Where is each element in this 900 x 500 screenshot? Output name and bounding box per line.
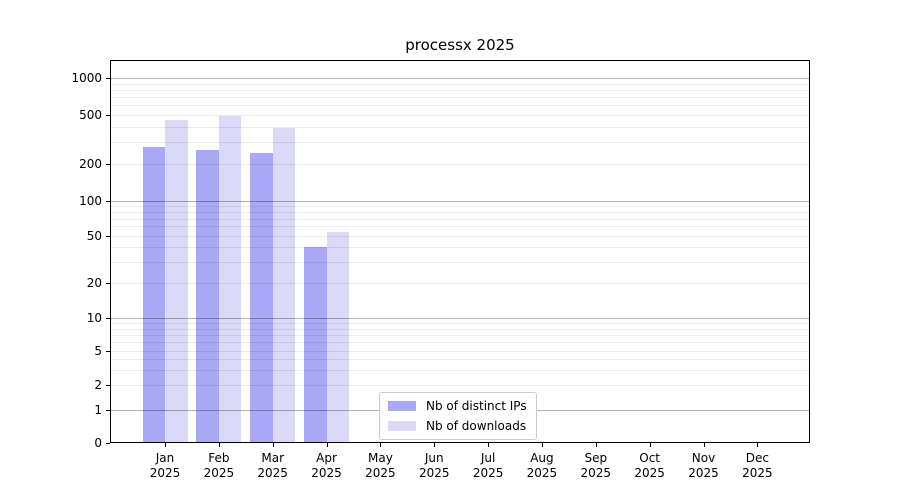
x-tick-label: Aug 2025 <box>526 451 558 480</box>
y-tick-label: 500 <box>79 108 102 122</box>
gridline-minor <box>110 206 810 208</box>
x-tick-mark <box>434 443 436 447</box>
gridline-minor <box>110 369 810 371</box>
x-tick-label: Apr 2025 <box>311 451 342 480</box>
x-tick-mark <box>218 443 220 447</box>
bars-layer <box>110 60 810 443</box>
gridline-minor <box>110 342 810 344</box>
gridline-minor <box>110 115 810 116</box>
y-tick-mark <box>106 409 110 411</box>
bar-downloads-feb <box>218 116 242 443</box>
plot-area: Nb of distinct IPs Nb of downloads <box>110 60 810 443</box>
x-tick-label: Dec 2025 <box>742 451 773 480</box>
gridline-minor <box>110 247 810 249</box>
legend-label-downloads: Nb of downloads <box>426 419 527 433</box>
bar-distinct-ips-feb <box>196 149 219 443</box>
bar-downloads-jan <box>165 120 188 443</box>
y-tick-label: 0 <box>94 436 102 450</box>
y-tick-label: 1000 <box>71 71 102 85</box>
x-tick-mark <box>703 443 705 447</box>
y-tick-mark <box>106 318 110 319</box>
chart-title: processx 2025 <box>405 36 515 54</box>
gridline-minor <box>110 212 810 214</box>
x-tick-mark <box>165 443 166 447</box>
x-tick-mark <box>757 443 759 447</box>
y-tick-mark <box>106 78 110 79</box>
gridline-minor <box>110 89 810 91</box>
legend-swatch-downloads-icon <box>388 421 416 431</box>
x-tick-mark <box>380 443 382 447</box>
y-tick-label: 10 <box>86 311 102 325</box>
x-tick-label: Mar 2025 <box>257 451 288 480</box>
gridline-minor <box>110 164 810 165</box>
x-tick-label: Nov 2025 <box>688 451 719 480</box>
gridline-minor <box>110 126 810 128</box>
gridline-minor <box>110 235 810 237</box>
x-tick-mark <box>649 443 651 447</box>
x-tick-label: Jan 2025 <box>149 451 181 480</box>
gridline-minor <box>110 385 810 386</box>
gridline-minor <box>110 105 810 107</box>
y-tick-mark <box>106 283 110 284</box>
legend-label-distinct-ips: Nb of distinct IPs <box>426 399 527 413</box>
x-tick-label: Oct 2025 <box>634 451 665 480</box>
gridline-major <box>110 78 810 79</box>
y-tick-label: 100 <box>79 194 102 208</box>
bar-distinct-ips-mar <box>250 152 273 443</box>
gridline-minor <box>110 334 810 336</box>
y-tick-label: 20 <box>86 276 102 290</box>
bar-downloads-apr <box>326 231 350 443</box>
y-tick-mark <box>106 351 110 352</box>
y-tick-mark <box>106 115 110 116</box>
x-tick-label: Feb 2025 <box>203 451 235 480</box>
y-tick-mark <box>106 443 110 444</box>
x-tick-mark <box>488 443 490 447</box>
legend-item-distinct-ips: Nb of distinct IPs <box>388 399 527 413</box>
y-tick-mark <box>106 164 110 165</box>
x-tick-label: Jun 2025 <box>418 451 450 480</box>
gridline-minor <box>110 359 810 361</box>
bar-distinct-ips-jan <box>142 147 165 443</box>
gridline-minor <box>110 218 810 220</box>
y-tick-mark <box>106 201 110 202</box>
gridline-minor <box>110 283 810 284</box>
y-tick-label: 50 <box>86 228 102 243</box>
x-tick-mark <box>541 443 543 447</box>
gridline-major <box>110 201 810 202</box>
y-tick-label: 2 <box>94 378 102 392</box>
gridline-minor <box>110 323 810 325</box>
gridline-minor <box>110 142 810 144</box>
legend-item-downloads: Nb of downloads <box>388 419 527 433</box>
bar-distinct-ips-apr <box>304 247 327 443</box>
y-tick-label: 5 <box>94 344 102 358</box>
x-tick-mark <box>326 443 328 447</box>
bar-downloads-mar <box>272 128 296 443</box>
x-tick-label: Sep 2025 <box>580 451 612 480</box>
legend-swatch-distinct-ips-icon <box>388 401 416 411</box>
y-tick-mark <box>106 385 110 386</box>
gridline-major <box>110 318 810 319</box>
y-tick-mark <box>106 235 110 237</box>
x-tick-label: Jul 2025 <box>472 451 504 480</box>
legend: Nb of distinct IPs Nb of downloads <box>379 392 537 440</box>
x-tick-label: May 2025 <box>365 451 396 480</box>
gridline-minor <box>110 97 810 99</box>
gridline-minor <box>110 261 810 263</box>
gridline-minor <box>110 226 810 228</box>
y-tick-label: 200 <box>79 157 102 171</box>
x-tick-mark <box>272 443 274 447</box>
gridline-minor <box>110 83 810 85</box>
gridline-minor <box>110 328 810 330</box>
y-tick-label: 1 <box>94 402 102 417</box>
x-tick-mark <box>595 443 597 447</box>
gridline-minor <box>110 351 810 352</box>
